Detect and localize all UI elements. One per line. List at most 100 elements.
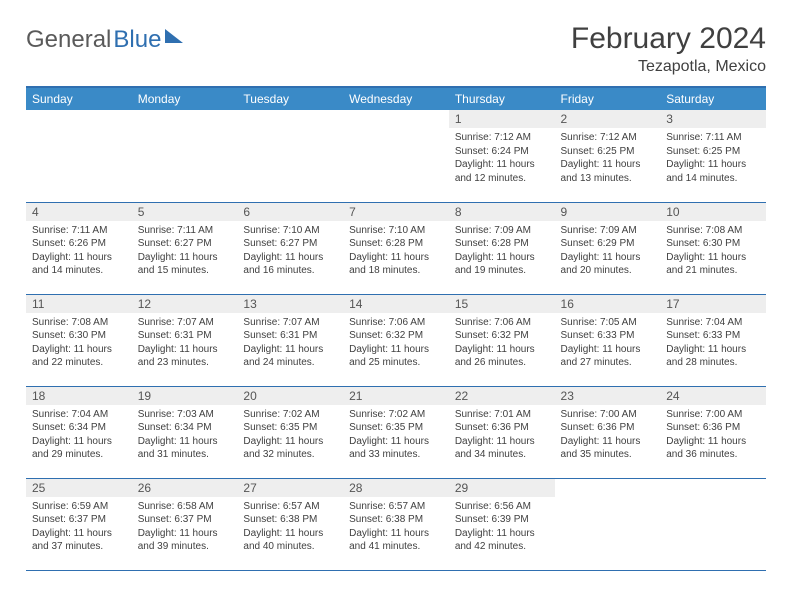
sunrise-text: Sunrise: 6:58 AM	[138, 500, 232, 514]
daylight-text: Daylight: 11 hours and 39 minutes.	[138, 527, 232, 554]
calendar-day-cell	[660, 478, 766, 570]
day-number	[26, 110, 132, 114]
calendar-week-row: 25Sunrise: 6:59 AMSunset: 6:37 PMDayligh…	[26, 478, 766, 570]
day-number: 20	[237, 387, 343, 405]
calendar-day-cell: 10Sunrise: 7:08 AMSunset: 6:30 PMDayligh…	[660, 202, 766, 294]
daylight-text: Daylight: 11 hours and 40 minutes.	[243, 527, 337, 554]
day-number: 4	[26, 203, 132, 221]
daylight-text: Daylight: 11 hours and 23 minutes.	[138, 343, 232, 370]
sunrise-text: Sunrise: 7:05 AM	[561, 316, 655, 330]
logo-text-2: Blue	[113, 26, 161, 54]
day-number: 21	[343, 387, 449, 405]
day-number: 9	[555, 203, 661, 221]
calendar-day-cell: 3Sunrise: 7:11 AMSunset: 6:25 PMDaylight…	[660, 110, 766, 202]
day-number: 29	[449, 479, 555, 497]
day-details: Sunrise: 7:05 AMSunset: 6:33 PMDaylight:…	[555, 313, 661, 373]
day-details: Sunrise: 7:03 AMSunset: 6:34 PMDaylight:…	[132, 405, 238, 465]
page-title: February 2024	[571, 22, 766, 56]
day-details: Sunrise: 7:06 AMSunset: 6:32 PMDaylight:…	[449, 313, 555, 373]
day-number: 25	[26, 479, 132, 497]
sunrise-text: Sunrise: 7:00 AM	[561, 408, 655, 422]
sunrise-text: Sunrise: 7:02 AM	[349, 408, 443, 422]
day-details: Sunrise: 7:01 AMSunset: 6:36 PMDaylight:…	[449, 405, 555, 465]
calendar-day-cell: 8Sunrise: 7:09 AMSunset: 6:28 PMDaylight…	[449, 202, 555, 294]
calendar-day-cell: 2Sunrise: 7:12 AMSunset: 6:25 PMDaylight…	[555, 110, 661, 202]
weekday-header: Saturday	[660, 87, 766, 110]
sunrise-text: Sunrise: 7:03 AM	[138, 408, 232, 422]
calendar-day-cell: 19Sunrise: 7:03 AMSunset: 6:34 PMDayligh…	[132, 386, 238, 478]
sunrise-text: Sunrise: 7:06 AM	[455, 316, 549, 330]
day-details: Sunrise: 6:57 AMSunset: 6:38 PMDaylight:…	[343, 497, 449, 557]
day-details: Sunrise: 7:12 AMSunset: 6:25 PMDaylight:…	[555, 128, 661, 188]
sunset-text: Sunset: 6:38 PM	[243, 513, 337, 527]
day-number	[132, 110, 238, 114]
day-details: Sunrise: 7:06 AMSunset: 6:32 PMDaylight:…	[343, 313, 449, 373]
day-details: Sunrise: 7:02 AMSunset: 6:35 PMDaylight:…	[237, 405, 343, 465]
daylight-text: Daylight: 11 hours and 13 minutes.	[561, 158, 655, 185]
sunset-text: Sunset: 6:27 PM	[138, 237, 232, 251]
calendar-day-cell	[132, 110, 238, 202]
sunrise-text: Sunrise: 7:10 AM	[349, 224, 443, 238]
daylight-text: Daylight: 11 hours and 14 minutes.	[32, 251, 126, 278]
day-number: 17	[660, 295, 766, 313]
header: GeneralBlue February 2024 Tezapotla, Mex…	[26, 22, 766, 76]
day-number: 16	[555, 295, 661, 313]
day-number: 10	[660, 203, 766, 221]
daylight-text: Daylight: 11 hours and 27 minutes.	[561, 343, 655, 370]
day-number	[660, 479, 766, 483]
day-details: Sunrise: 6:59 AMSunset: 6:37 PMDaylight:…	[26, 497, 132, 557]
day-number: 19	[132, 387, 238, 405]
logo: GeneralBlue	[26, 26, 183, 54]
sunset-text: Sunset: 6:30 PM	[666, 237, 760, 251]
day-number: 1	[449, 110, 555, 128]
sunset-text: Sunset: 6:28 PM	[455, 237, 549, 251]
day-number: 14	[343, 295, 449, 313]
calendar-day-cell: 15Sunrise: 7:06 AMSunset: 6:32 PMDayligh…	[449, 294, 555, 386]
daylight-text: Daylight: 11 hours and 19 minutes.	[455, 251, 549, 278]
sunrise-text: Sunrise: 7:07 AM	[243, 316, 337, 330]
title-block: February 2024 Tezapotla, Mexico	[571, 22, 766, 76]
daylight-text: Daylight: 11 hours and 20 minutes.	[561, 251, 655, 278]
day-details: Sunrise: 7:08 AMSunset: 6:30 PMDaylight:…	[660, 221, 766, 281]
sunset-text: Sunset: 6:30 PM	[32, 329, 126, 343]
sunrise-text: Sunrise: 6:57 AM	[243, 500, 337, 514]
sunset-text: Sunset: 6:33 PM	[561, 329, 655, 343]
day-number: 22	[449, 387, 555, 405]
day-details: Sunrise: 7:07 AMSunset: 6:31 PMDaylight:…	[132, 313, 238, 373]
sunrise-text: Sunrise: 7:09 AM	[455, 224, 549, 238]
sunrise-text: Sunrise: 6:56 AM	[455, 500, 549, 514]
day-details: Sunrise: 7:04 AMSunset: 6:34 PMDaylight:…	[26, 405, 132, 465]
calendar-table: Sunday Monday Tuesday Wednesday Thursday…	[26, 86, 766, 571]
sunset-text: Sunset: 6:37 PM	[32, 513, 126, 527]
calendar-day-cell	[237, 110, 343, 202]
sunset-text: Sunset: 6:35 PM	[349, 421, 443, 435]
daylight-text: Daylight: 11 hours and 33 minutes.	[349, 435, 443, 462]
sunset-text: Sunset: 6:34 PM	[32, 421, 126, 435]
sunset-text: Sunset: 6:24 PM	[455, 145, 549, 159]
calendar-day-cell: 27Sunrise: 6:57 AMSunset: 6:38 PMDayligh…	[237, 478, 343, 570]
day-details: Sunrise: 6:57 AMSunset: 6:38 PMDaylight:…	[237, 497, 343, 557]
calendar-day-cell: 28Sunrise: 6:57 AMSunset: 6:38 PMDayligh…	[343, 478, 449, 570]
day-details: Sunrise: 7:11 AMSunset: 6:25 PMDaylight:…	[660, 128, 766, 188]
sunrise-text: Sunrise: 7:08 AM	[32, 316, 126, 330]
daylight-text: Daylight: 11 hours and 15 minutes.	[138, 251, 232, 278]
sunrise-text: Sunrise: 7:04 AM	[32, 408, 126, 422]
calendar-day-cell	[343, 110, 449, 202]
sunrise-text: Sunrise: 7:12 AM	[561, 131, 655, 145]
day-number	[237, 110, 343, 114]
calendar-day-cell	[26, 110, 132, 202]
day-number: 7	[343, 203, 449, 221]
day-details: Sunrise: 7:10 AMSunset: 6:27 PMDaylight:…	[237, 221, 343, 281]
calendar-day-cell: 12Sunrise: 7:07 AMSunset: 6:31 PMDayligh…	[132, 294, 238, 386]
daylight-text: Daylight: 11 hours and 21 minutes.	[666, 251, 760, 278]
day-number: 28	[343, 479, 449, 497]
calendar-day-cell: 11Sunrise: 7:08 AMSunset: 6:30 PMDayligh…	[26, 294, 132, 386]
day-details: Sunrise: 7:09 AMSunset: 6:28 PMDaylight:…	[449, 221, 555, 281]
calendar-day-cell: 29Sunrise: 6:56 AMSunset: 6:39 PMDayligh…	[449, 478, 555, 570]
day-number: 13	[237, 295, 343, 313]
day-details: Sunrise: 7:07 AMSunset: 6:31 PMDaylight:…	[237, 313, 343, 373]
daylight-text: Daylight: 11 hours and 26 minutes.	[455, 343, 549, 370]
calendar-week-row: 11Sunrise: 7:08 AMSunset: 6:30 PMDayligh…	[26, 294, 766, 386]
sunset-text: Sunset: 6:32 PM	[349, 329, 443, 343]
daylight-text: Daylight: 11 hours and 25 minutes.	[349, 343, 443, 370]
